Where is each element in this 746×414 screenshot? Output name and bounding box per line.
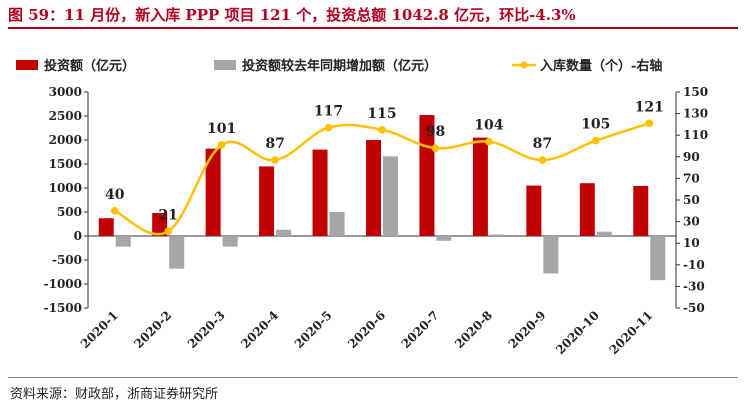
y-left-tick-label: -1500 bbox=[44, 301, 82, 315]
line-data-label: 40 bbox=[105, 187, 125, 203]
bar-investment bbox=[98, 218, 114, 236]
line-project-count bbox=[114, 122, 650, 236]
x-tick-label: 2020-9 bbox=[506, 308, 549, 351]
line-point bbox=[592, 136, 600, 145]
x-tick-label: 2020-11 bbox=[607, 308, 656, 357]
bar-yoy-change bbox=[436, 236, 452, 241]
line-data-label: 117 bbox=[314, 104, 343, 120]
y-left-tick-label: 2500 bbox=[49, 109, 82, 123]
line-point bbox=[164, 227, 172, 236]
line-data-label: 105 bbox=[581, 117, 610, 133]
x-tick-label: 2020-3 bbox=[185, 308, 228, 351]
line-point bbox=[378, 126, 386, 134]
line-data-label: 121 bbox=[635, 99, 664, 115]
y-right-tick-label: 130 bbox=[683, 107, 708, 121]
line-data-label: 115 bbox=[367, 106, 396, 122]
line-point bbox=[217, 141, 226, 149]
legend-swatch-0 bbox=[16, 60, 38, 70]
y-left-tick-label: -500 bbox=[52, 253, 82, 267]
y-right-tick-label: 30 bbox=[683, 215, 700, 229]
bar-yoy-change bbox=[489, 234, 505, 236]
bar-investment bbox=[366, 140, 381, 236]
y-right-tick-label: 70 bbox=[683, 171, 700, 185]
title-divider bbox=[8, 27, 738, 29]
line-point bbox=[271, 156, 279, 164]
bar-yoy-change bbox=[596, 231, 612, 236]
y-right-tick-label: 10 bbox=[683, 236, 700, 250]
y-left-tick-label: 2000 bbox=[49, 133, 82, 147]
x-tick-label: 2020-4 bbox=[238, 308, 281, 351]
bar-yoy-change bbox=[169, 236, 185, 269]
x-tick-label: 2020-1 bbox=[78, 308, 121, 351]
x-tick-label: 2020-7 bbox=[399, 308, 442, 351]
y-right-tick-label: 90 bbox=[683, 150, 700, 164]
x-tick-label: 2020-6 bbox=[345, 308, 388, 351]
legend-label-2: 入库数量（个）-右轴 bbox=[540, 58, 662, 74]
bar-yoy-change bbox=[276, 229, 292, 236]
bar-investment bbox=[152, 212, 168, 236]
y-left-tick-label: 1500 bbox=[49, 157, 82, 171]
x-tick-label: 2020-10 bbox=[553, 308, 602, 357]
bar-investment bbox=[312, 149, 328, 236]
y-left-tick-label: 0 bbox=[74, 229, 82, 243]
line-data-label: 104 bbox=[474, 118, 503, 134]
y-right-tick-label: -10 bbox=[683, 258, 705, 272]
y-right-tick-label: 150 bbox=[683, 85, 708, 99]
bar-investment bbox=[579, 183, 595, 236]
bar-investment bbox=[472, 137, 488, 236]
y-right-tick-label: 50 bbox=[683, 193, 700, 207]
line-data-label: 101 bbox=[207, 121, 236, 137]
line-data-label: 87 bbox=[533, 136, 552, 152]
bar-investment bbox=[633, 185, 649, 236]
bar-yoy-change bbox=[115, 236, 131, 247]
bar-investment bbox=[526, 185, 542, 236]
y-left-tick-label: 1000 bbox=[49, 181, 82, 195]
x-tick-label: 2020-5 bbox=[292, 308, 335, 351]
y-left-tick-label: -1000 bbox=[44, 277, 82, 291]
source-note: 资料来源：财政部，浙商证券研究所 bbox=[10, 387, 219, 402]
y-right-tick-label: 110 bbox=[683, 128, 708, 142]
y-right-tick-label: -50 bbox=[683, 301, 705, 315]
y-left-tick-label: 500 bbox=[57, 205, 82, 219]
line-point bbox=[324, 123, 333, 132]
line-data-label: 98 bbox=[426, 124, 445, 140]
x-tick-label: 2020-2 bbox=[131, 308, 174, 351]
line-point bbox=[538, 156, 547, 164]
line-point bbox=[110, 207, 119, 215]
combo-chart: 投资额（亿元） 投资额较去年同期增加额（亿元） 入库数量（个）-右轴 -1500 -10… bbox=[16, 58, 708, 357]
line-point bbox=[431, 144, 440, 152]
legend-swatch-1 bbox=[214, 60, 236, 70]
bar-yoy-change bbox=[222, 236, 238, 247]
legend-marker-2 bbox=[520, 61, 528, 69]
bar-investment bbox=[205, 148, 221, 236]
line-data-label: 21 bbox=[158, 207, 177, 223]
chart-title: 图 59：11 月份，新入库 PPP 项目 121 个，投资总额 1042.8 … bbox=[8, 6, 576, 24]
bar-yoy-change bbox=[543, 236, 559, 274]
x-tick-label: 2020-8 bbox=[452, 308, 495, 351]
bar-yoy-change bbox=[329, 212, 345, 236]
legend-label-1: 投资额较去年同期增加额（亿元） bbox=[242, 58, 437, 74]
line-point bbox=[485, 137, 493, 146]
bar-yoy-change bbox=[650, 236, 666, 281]
y-left-tick-label: 3000 bbox=[49, 85, 82, 99]
footer-divider bbox=[8, 377, 738, 378]
line-point bbox=[645, 119, 654, 128]
bar-yoy-change bbox=[383, 156, 398, 236]
legend-label-0: 投资额（亿元） bbox=[44, 58, 135, 74]
bar-investment bbox=[259, 166, 275, 236]
y-right-tick-label: -30 bbox=[683, 279, 705, 293]
line-data-label: 87 bbox=[265, 136, 284, 152]
